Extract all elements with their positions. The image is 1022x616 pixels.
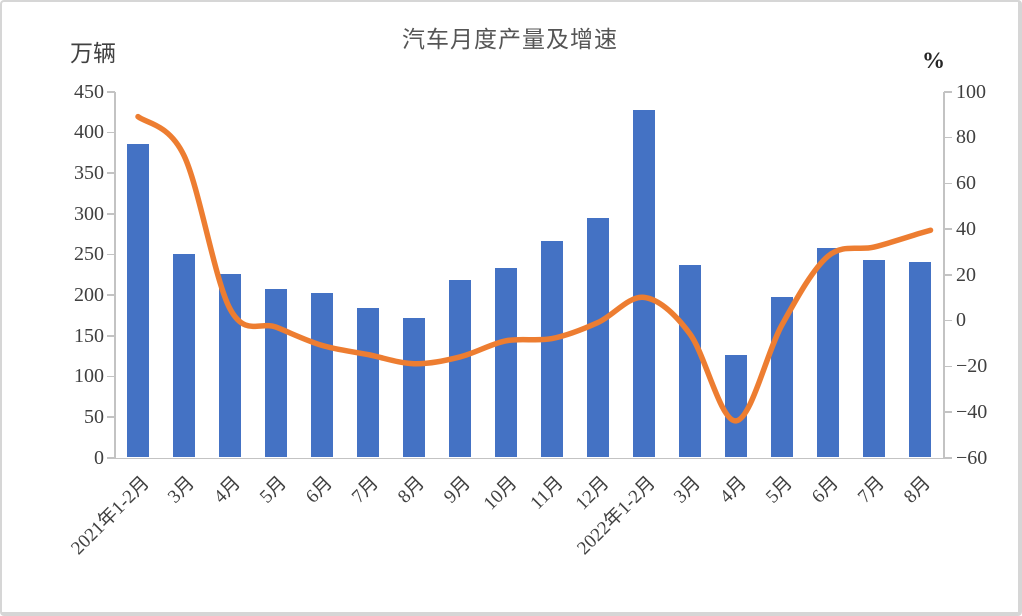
right-axis-tick: [944, 365, 952, 367]
x-axis-label: 7月: [348, 472, 384, 508]
right-axis-tick-label: 60: [956, 172, 976, 194]
left-axis-tick: [107, 375, 115, 378]
right-axis-tick-label: −20: [956, 355, 988, 377]
left-axis-tick-label: 350: [74, 161, 104, 184]
right-axis-tick: [944, 274, 952, 276]
right-axis-tick-label: 20: [956, 263, 976, 286]
x-axis-label: 3月: [670, 472, 706, 508]
chart-title: 汽车月度产量及增速: [402, 27, 618, 52]
production-bar: [587, 217, 609, 457]
x-axis-label: 8月: [900, 472, 936, 508]
production-bar: [403, 317, 425, 457]
production-bar: [817, 248, 839, 457]
left-axis-tick-label: 300: [74, 202, 104, 225]
x-axis-label: 4月: [210, 472, 246, 508]
left-axis-tick-label: 100: [74, 365, 104, 388]
left-axis-tick: [107, 335, 115, 337]
production-bar: [725, 355, 747, 457]
right-axis-line: [943, 91, 945, 458]
x-axis-label: 11月: [526, 472, 568, 514]
left-axis-tick-label: 50: [84, 405, 104, 428]
x-axis-label: 10月: [479, 472, 522, 515]
right-axis-tick: [944, 228, 952, 230]
right-axis-tick-label: 40: [956, 217, 976, 240]
production-bar: [633, 110, 655, 457]
production-bar: [541, 241, 563, 457]
right-axis-tick: [944, 136, 952, 139]
right-axis-tick: [944, 457, 952, 459]
right-axis-tick: [944, 411, 952, 413]
right-axis-tick-label: 100: [956, 80, 986, 103]
left-axis-line: [114, 91, 116, 458]
right-axis-tick: [944, 182, 952, 184]
left-axis-tick: [107, 457, 115, 459]
right-axis-tick: [944, 319, 952, 322]
right-axis-unit-label: %: [922, 48, 945, 73]
left-axis-tick: [107, 213, 115, 215]
x-axis-label: 7月: [854, 472, 890, 508]
x-axis-label: 9月: [440, 472, 476, 508]
left-axis-tick-label: 250: [74, 243, 104, 266]
left-axis-tick-label: 200: [74, 283, 104, 306]
production-bar: [863, 259, 885, 457]
x-axis-label: 6月: [808, 472, 844, 508]
left-axis-tick: [107, 294, 115, 296]
production-bar: [311, 293, 333, 457]
x-axis-label: 4月: [716, 472, 752, 508]
right-axis-tick-label: 0: [956, 309, 966, 332]
x-axis-label: 2021年1-2月: [66, 472, 154, 560]
left-axis-tick: [107, 172, 115, 174]
left-axis-tick: [107, 416, 115, 418]
growth-line-path: [135, 113, 934, 424]
left-axis-tick-label: 150: [74, 324, 104, 347]
right-axis-tick: [944, 91, 952, 93]
production-bar: [219, 273, 241, 457]
right-axis-tick-label: −40: [956, 400, 988, 423]
x-axis-label: 5月: [762, 472, 798, 508]
left-axis-tick-label: 450: [74, 80, 104, 103]
x-axis-label: 3月: [164, 472, 200, 508]
x-axis-label: 6月: [302, 472, 338, 508]
production-bar: [909, 262, 931, 457]
right-axis-tick-label: −60: [956, 446, 988, 469]
right-axis-tick-label: 80: [956, 126, 976, 149]
left-axis-unit-label: 万辆: [70, 41, 116, 66]
left-axis-tick: [107, 91, 115, 93]
production-bar: [495, 267, 517, 457]
production-bar: [173, 254, 195, 457]
production-bar: [357, 307, 379, 457]
x-axis-label: 5月: [256, 472, 292, 508]
production-bar: [449, 280, 471, 457]
left-axis-tick: [107, 131, 115, 134]
production-bar: [265, 289, 287, 457]
production-bar: [127, 144, 149, 457]
x-axis-label: 8月: [394, 472, 430, 508]
left-axis-tick: [107, 253, 115, 256]
production-bar: [771, 297, 793, 457]
production-bar: [679, 264, 701, 457]
x-axis-line: [115, 457, 944, 459]
left-axis-tick-label: 400: [74, 121, 104, 144]
left-axis-tick-label: 0: [94, 446, 104, 469]
